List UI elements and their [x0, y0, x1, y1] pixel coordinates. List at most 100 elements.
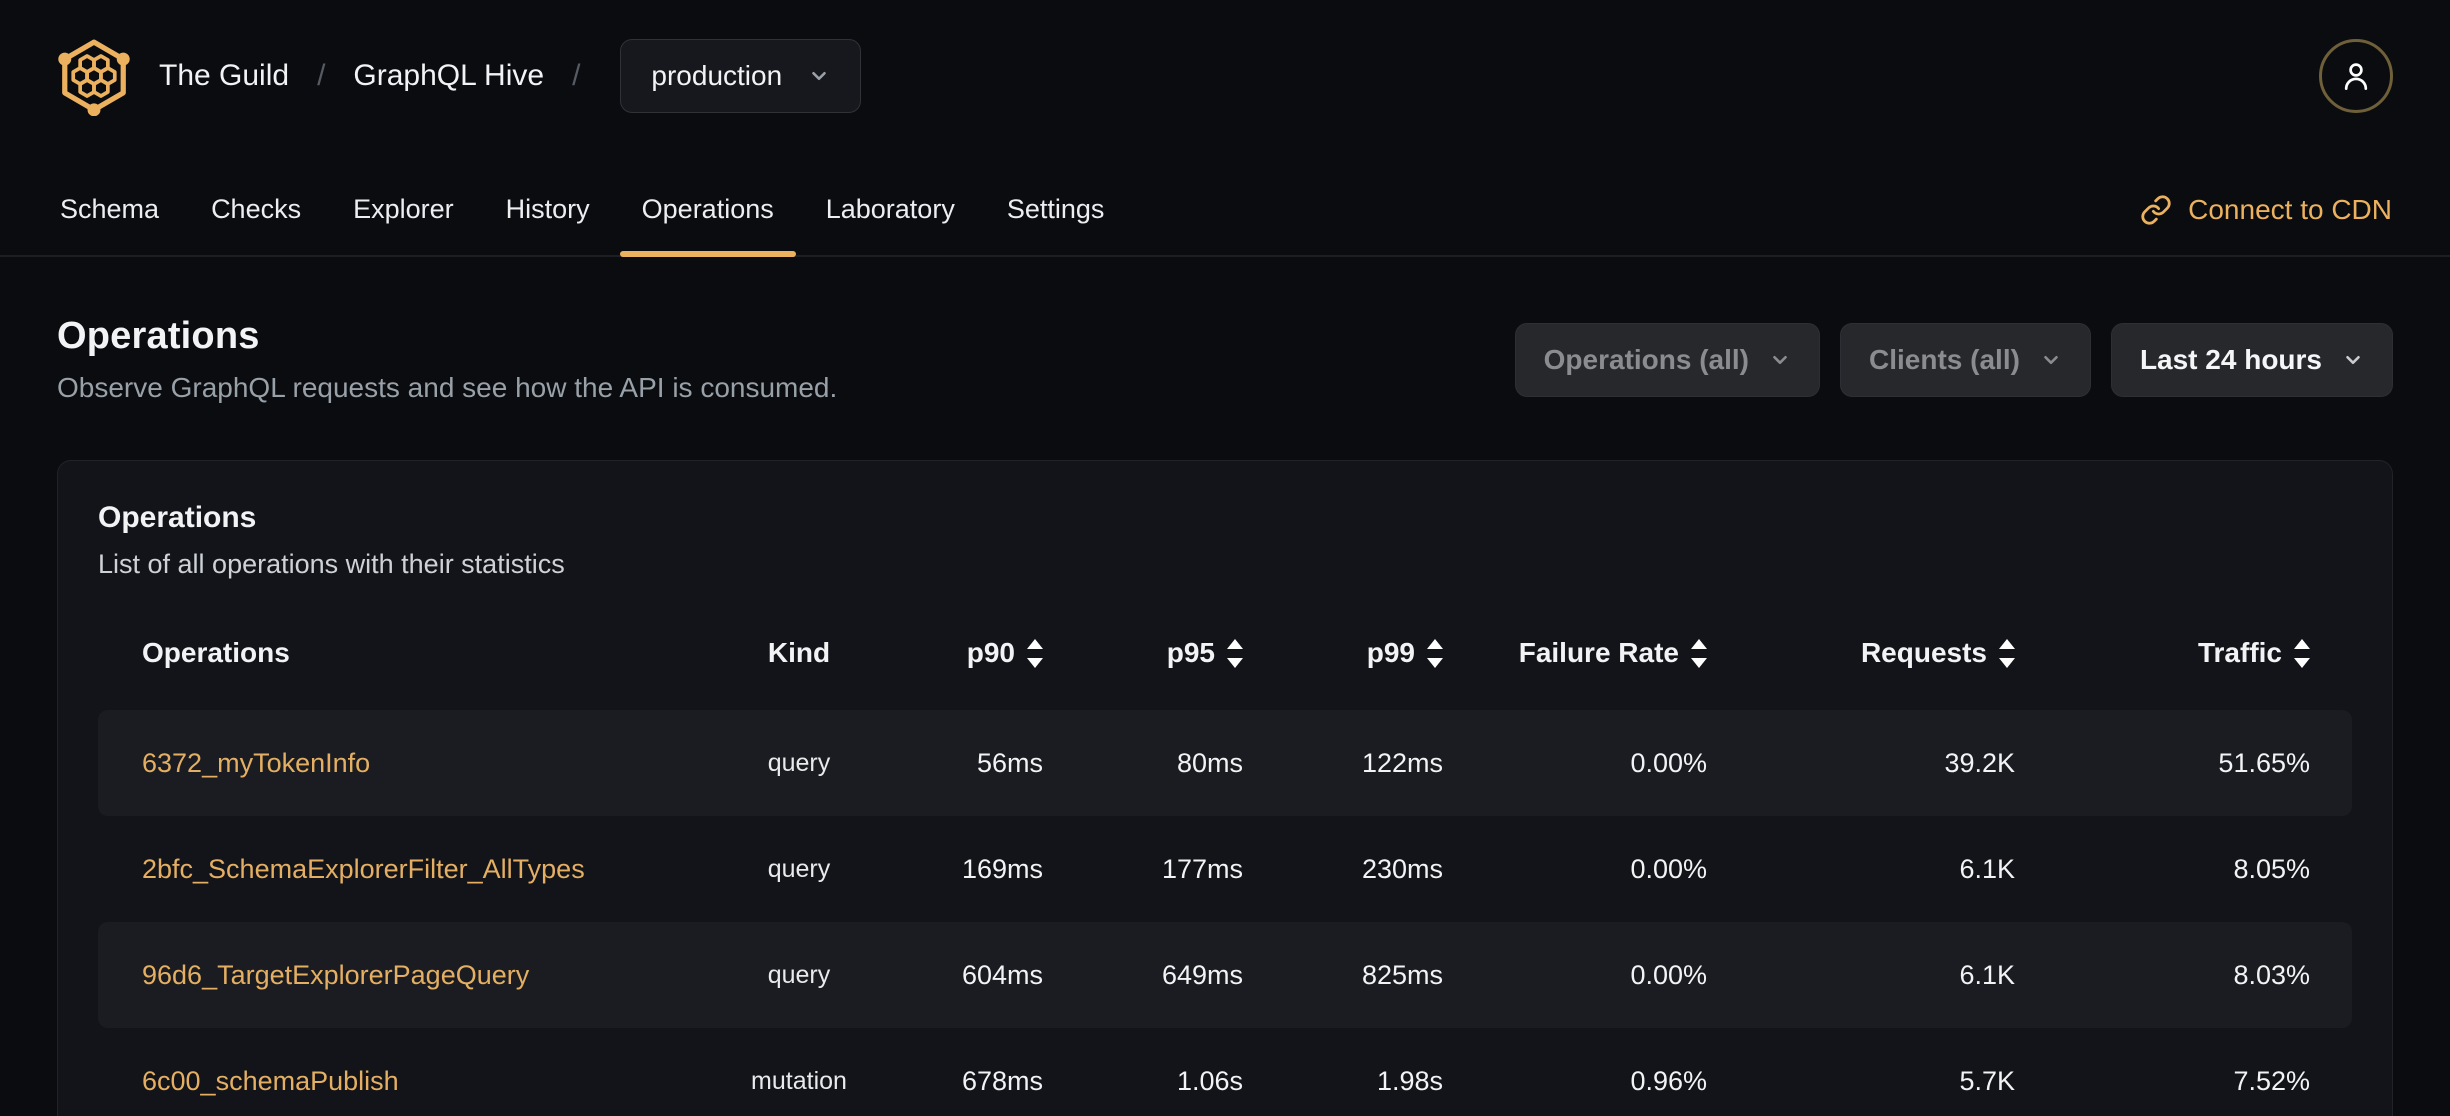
chevron-down-icon	[2342, 349, 2364, 371]
sort-icons	[1027, 638, 1043, 668]
cell-failure-rate: 0.00%	[1630, 959, 1707, 990]
cell-p99: 825ms	[1361, 959, 1443, 990]
kind-value: mutation	[751, 1066, 847, 1095]
sort-asc-icon	[1691, 638, 1707, 649]
cell-requests: 6.1K	[1959, 853, 2015, 884]
column-header-p90[interactable]: p90	[883, 637, 1043, 669]
cell-requests: 6.1K	[1959, 959, 2015, 990]
table-row: 96d6_TargetExplorerPageQuery query 604ms…	[98, 922, 2352, 1028]
cell-requests: 5.7K	[1959, 1065, 2015, 1096]
sort-desc-icon	[2294, 657, 2310, 668]
cell-failure-rate: 0.96%	[1630, 1065, 1707, 1096]
tab-explorer[interactable]: Explorer	[353, 194, 454, 224]
column-header-p99[interactable]: p99	[1243, 637, 1443, 669]
breadcrumb-separator: /	[317, 59, 326, 92]
operations-card: Operations List of all operations with t…	[57, 460, 2393, 1116]
column-header-p95[interactable]: p95	[1043, 637, 1243, 669]
sort-desc-icon	[1999, 657, 2015, 668]
column-header-kind: Kind	[767, 637, 831, 668]
cell-p95: 1.06s	[1176, 1065, 1243, 1096]
sort-desc-icon	[1227, 657, 1243, 668]
column-header-label: p95	[1166, 637, 1215, 668]
operation-link[interactable]: 6c00_schemaPublish	[142, 1065, 399, 1096]
cell-p95: 177ms	[1161, 853, 1243, 884]
column-header-failure-rate[interactable]: Failure Rate	[1443, 637, 1707, 669]
sort-asc-icon	[1427, 638, 1443, 649]
page-subtitle: Observe GraphQL requests and see how the…	[57, 372, 838, 403]
column-header-label: Requests	[1860, 637, 1987, 668]
card-subtitle: List of all operations with their statis…	[98, 549, 565, 579]
cell-traffic: 7.52%	[2233, 1065, 2310, 1096]
sort-asc-icon	[1999, 638, 2015, 649]
cell-p90: 169ms	[961, 853, 1043, 884]
cell-kind: query	[715, 961, 883, 990]
cell-kind: mutation	[715, 1067, 883, 1096]
time-range-dropdown[interactable]: Last 24 hours	[2110, 322, 2393, 397]
hive-logo-icon[interactable]	[57, 36, 131, 116]
cell-p95: 649ms	[1161, 959, 1243, 990]
operation-link[interactable]: 2bfc_SchemaExplorerFilter_AllTypes	[142, 853, 585, 884]
table-row: 6c00_schemaPublish mutation 678ms 1.06s …	[98, 1028, 2352, 1116]
cell-p90: 678ms	[961, 1065, 1043, 1096]
link-icon	[2140, 194, 2172, 226]
cell-requests: 39.2K	[1944, 747, 2015, 778]
sort-asc-icon	[2294, 638, 2310, 649]
sort-icons	[1427, 638, 1443, 668]
tab-history[interactable]: History	[505, 194, 590, 224]
tab-settings[interactable]: Settings	[1006, 194, 1105, 224]
cell-traffic: 8.03%	[2233, 959, 2310, 990]
cell-operation: 6372_myTokenInfo	[98, 748, 715, 779]
chevron-down-icon	[2040, 349, 2062, 371]
time-range-label: Last 24 hours	[2139, 343, 2322, 375]
sort-icons	[1999, 638, 2015, 668]
breadcrumb-separator: /	[572, 59, 581, 92]
tab-checks[interactable]: Checks	[211, 194, 302, 224]
clients-filter-label: Clients (all)	[1869, 343, 2020, 375]
operations-filter-dropdown[interactable]: Operations (all)	[1514, 322, 1821, 397]
breadcrumb-project[interactable]: GraphQL Hive	[353, 59, 545, 92]
card-title: Operations	[98, 501, 257, 534]
sort-icons	[1691, 638, 1707, 668]
column-header-label: p90	[966, 637, 1015, 668]
user-icon	[2337, 57, 2375, 95]
page-header-text: Operations Observe GraphQL requests and …	[57, 315, 837, 404]
clients-filter-dropdown[interactable]: Clients (all)	[1840, 322, 2091, 397]
sort-asc-icon	[1027, 638, 1043, 649]
column-header-traffic[interactable]: Traffic	[2015, 637, 2352, 669]
page-header: Operations Observe GraphQL requests and …	[0, 315, 2450, 404]
chevron-down-icon	[1769, 349, 1791, 371]
sort-desc-icon	[1427, 657, 1443, 668]
cell-p99: 230ms	[1361, 853, 1443, 884]
cell-traffic: 51.65%	[2218, 747, 2310, 778]
tab-operations[interactable]: Operations	[616, 118, 800, 257]
table-row: 6372_myTokenInfo query 56ms 80ms 122ms 0…	[98, 710, 2352, 816]
breadcrumb: The Guild / GraphQL Hive / production	[57, 36, 862, 116]
tab-schema[interactable]: Schema	[60, 194, 160, 224]
operation-link[interactable]: 6372_myTokenInfo	[142, 747, 371, 778]
sort-asc-icon	[1227, 638, 1243, 649]
breadcrumb-org[interactable]: The Guild	[159, 59, 290, 92]
cell-failure-rate: 0.00%	[1630, 853, 1707, 884]
column-header-label: p99	[1366, 637, 1415, 668]
sort-icons	[1227, 638, 1243, 668]
tab-laboratory[interactable]: Laboratory	[825, 194, 955, 224]
operations-table: Operations Kind p90 p95 p99 Failure Rate…	[98, 614, 2352, 1116]
tab-bar: Schema Checks Explorer History Operation…	[0, 118, 2450, 257]
operation-link[interactable]: 96d6_TargetExplorerPageQuery	[142, 959, 530, 990]
column-header-operations: Operations	[142, 637, 290, 668]
kind-value: query	[767, 960, 831, 989]
cell-kind: query	[715, 855, 883, 884]
chevron-down-icon	[808, 65, 830, 87]
kind-value: query	[767, 748, 831, 777]
environment-selector[interactable]: production	[620, 39, 862, 113]
page-title: Operations	[57, 315, 260, 357]
user-menu-button[interactable]	[2319, 39, 2393, 113]
column-header-requests[interactable]: Requests	[1707, 637, 2015, 669]
connect-to-cdn-button[interactable]: Connect to CDN	[2140, 118, 2416, 255]
filter-bar: Operations (all) Clients (all) Last 24 h…	[1514, 322, 2393, 397]
cell-p90: 56ms	[976, 747, 1043, 778]
table-row: 2bfc_SchemaExplorerFilter_AllTypes query…	[98, 816, 2352, 922]
sort-desc-icon	[1027, 657, 1043, 668]
sort-desc-icon	[1691, 657, 1707, 668]
column-header-label: Failure Rate	[1518, 637, 1679, 668]
